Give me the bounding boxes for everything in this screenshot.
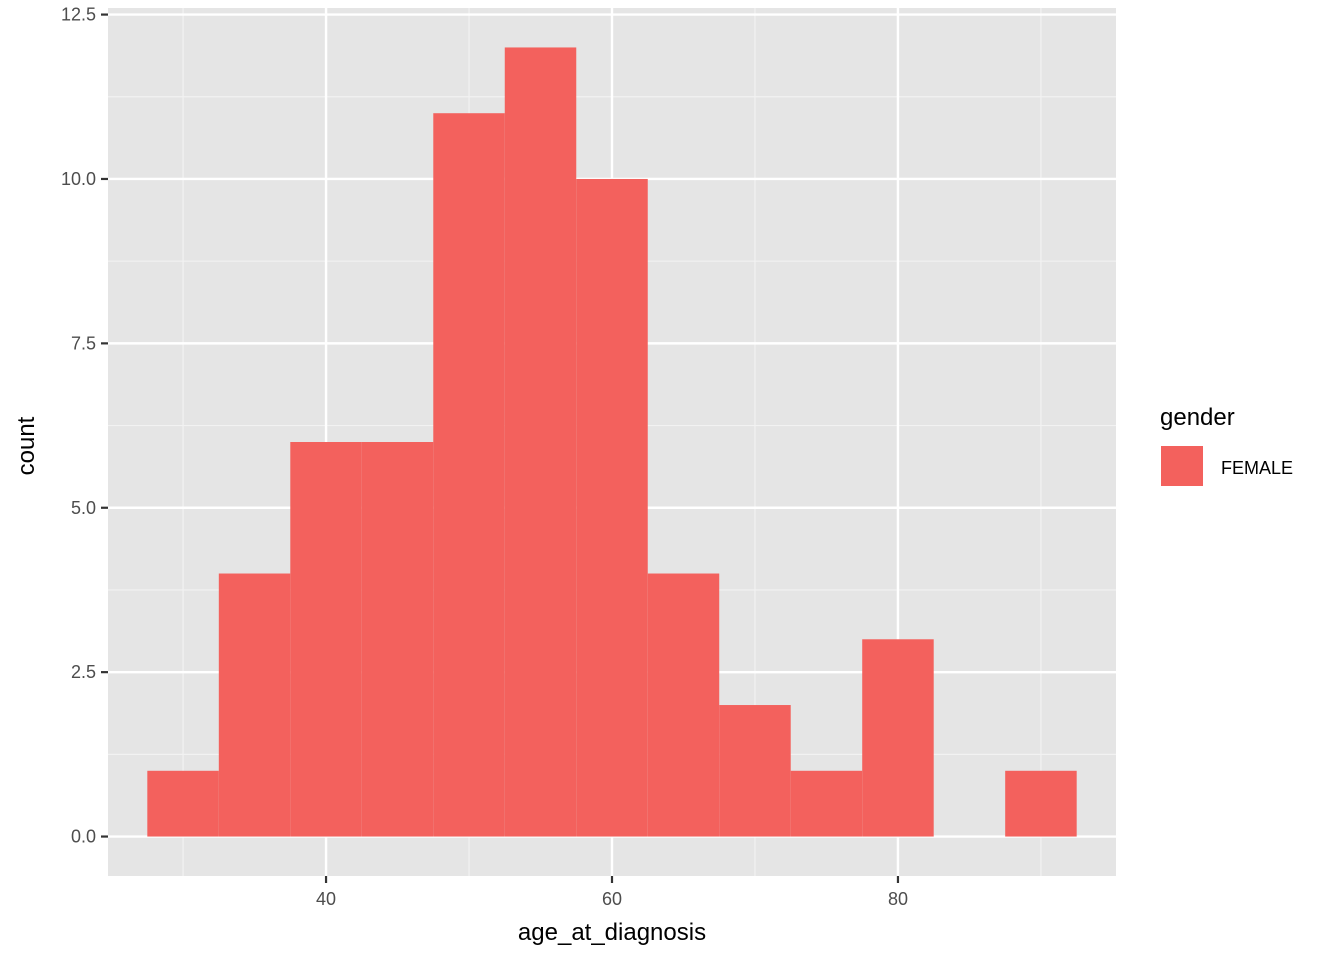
legend-swatch-female: [1159, 444, 1205, 488]
y-axis: 0.0 2.5 5.0 7.5 10.0 12.5: [61, 5, 108, 847]
histogram-bar: [647, 573, 720, 837]
y-tick-label: 7.5: [71, 333, 96, 353]
bars: [147, 47, 1077, 837]
y-axis-title: count: [13, 416, 40, 475]
histogram-bar: [862, 639, 934, 837]
histogram-bar: [576, 178, 648, 837]
histogram-bar: [433, 113, 505, 837]
legend-label-female: FEMALE: [1221, 458, 1293, 478]
histogram-bar: [790, 770, 863, 837]
x-tick-label: 60: [602, 889, 622, 909]
histogram-bar: [147, 770, 219, 837]
histogram-bar: [719, 705, 791, 837]
histogram-bar: [504, 47, 577, 837]
y-tick-label: 2.5: [71, 662, 96, 682]
y-tick-label: 0.0: [71, 827, 96, 847]
legend-title: gender: [1160, 404, 1235, 431]
y-tick-label: 10.0: [61, 169, 96, 189]
histogram-bar: [361, 442, 434, 837]
y-tick-label: 12.5: [61, 5, 96, 25]
y-tick-label: 5.0: [71, 498, 96, 518]
x-tick-label: 40: [316, 889, 336, 909]
x-axis-title: age_at_diagnosis: [518, 919, 706, 946]
histogram-bar: [1005, 770, 1077, 837]
histogram-bar: [290, 442, 362, 837]
x-axis: 40 60 80: [316, 876, 908, 909]
histogram-bar: [218, 573, 291, 837]
x-tick-label: 80: [888, 889, 908, 909]
legend: gender FEMALE: [1159, 404, 1293, 488]
